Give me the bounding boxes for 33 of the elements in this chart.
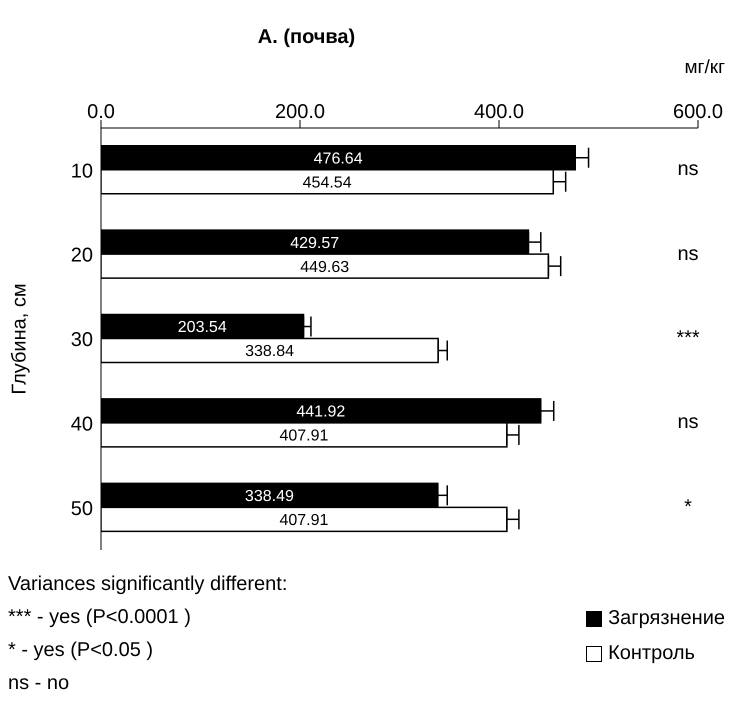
data-label: 338.49 [244,488,294,506]
y-tick-label: 10 [70,160,93,182]
x-tick-label: 0.0 [87,101,115,123]
text: *** - yes (P<0.0001 ) [8,605,192,630]
data-label: 454.54 [302,174,352,192]
data-label: 476.64 [314,150,363,168]
x-tick-label: 200.0 [274,101,326,123]
y-tick-label: 40 [70,414,93,436]
annotation: ns [676,158,700,182]
text: ns - no [8,671,70,696]
annotation: ns [676,411,700,434]
legend-label: Загрязнение [608,606,725,631]
data-label: 203.54 [178,319,227,336]
x-tick-label: 400.0 [474,101,524,123]
chart-title: A. (почва) [256,26,356,49]
y-tick-label: 30 [70,329,93,352]
text: Variances significantly different: [8,572,288,597]
data-label: 407.91 [279,428,329,445]
data-label: 338.84 [245,343,294,360]
annotation: *** [675,327,701,350]
text: * - yes (P<0.05 ) [8,638,154,663]
data-label: 407.91 [279,512,329,530]
x-axis-title: мг/кг [684,57,725,79]
data-label: 429.57 [290,234,340,252]
x-tick-label: 600.0 [672,101,724,123]
y-axis-title: Глубина, см [8,283,32,395]
data-label: 441.92 [296,404,346,421]
annotation: * [683,496,693,519]
data-label: 449.63 [300,258,350,276]
y-tick-label: 50 [70,498,93,520]
y-tick-label: 20 [70,244,93,267]
legend-label: Контроль [608,641,695,666]
annotation: ns [676,242,700,266]
